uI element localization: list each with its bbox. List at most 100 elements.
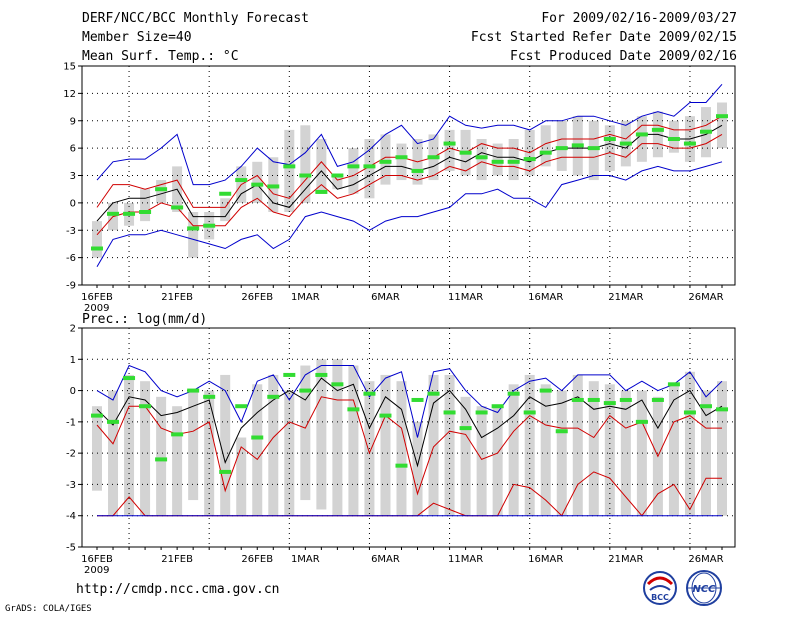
spread-box (364, 139, 375, 199)
spread-box (556, 120, 567, 171)
member-marker (651, 397, 664, 402)
spread-box (220, 374, 231, 516)
y-tick-label: 9 (70, 116, 76, 127)
x-year-label: 2009 (84, 565, 109, 576)
member-marker (571, 143, 584, 148)
member-marker (507, 391, 520, 396)
x-tick-label: 6MAR (371, 554, 400, 565)
spread-box (540, 384, 551, 516)
footer-url: http://cmdp.ncc.cma.gov.cn (76, 582, 280, 597)
variable-label: Mean Surf. Temp.: °C (82, 49, 239, 64)
spread-box (636, 390, 647, 516)
spread-box (492, 143, 503, 176)
member-marker (187, 388, 200, 393)
member-marker (315, 372, 328, 377)
spread-box (284, 129, 295, 212)
member-marker (459, 150, 472, 155)
y-tick-label: -6 (66, 253, 76, 264)
spread-box (508, 384, 519, 516)
member-marker (363, 391, 376, 396)
refer-date: Fcst Started Refer Date 2009/02/15 (470, 30, 737, 45)
member-size-label: Member Size=40 (82, 30, 192, 45)
spread-box (476, 139, 487, 181)
member-marker (379, 159, 392, 164)
x-tick-label: 26FEB (241, 554, 273, 565)
spread-box (316, 359, 327, 510)
spread-box (412, 421, 423, 516)
spread-box (156, 180, 167, 203)
spread-box (492, 406, 503, 516)
member-marker (459, 426, 472, 431)
x-tick-label: 21MAR (608, 554, 643, 565)
member-marker (251, 435, 264, 440)
member-marker (219, 469, 232, 474)
y-tick-label: 0 (70, 386, 76, 397)
spread-box (508, 139, 519, 181)
mean-plus-spread-line (96, 115, 723, 208)
member-marker (523, 157, 536, 162)
member-marker (395, 155, 408, 160)
y-tick-label: -3 (66, 480, 76, 491)
member-marker (267, 394, 280, 399)
member-marker (427, 155, 440, 160)
spread-box (620, 390, 631, 516)
spread-box (444, 129, 455, 171)
ncc-logo-text: NCC (692, 584, 716, 595)
x-tick-label: 26MAR (688, 554, 723, 565)
member-marker (315, 189, 328, 194)
spread-box (140, 189, 151, 222)
member-marker (187, 226, 200, 231)
member-marker (203, 223, 216, 228)
member-marker (203, 394, 216, 399)
member-marker (587, 146, 600, 151)
x-tick-label: 16FEB (81, 554, 113, 565)
member-marker (571, 397, 584, 402)
member-marker (299, 173, 312, 178)
spread-box (588, 381, 599, 516)
member-marker (283, 164, 296, 169)
member-marker (331, 173, 344, 178)
y-tick-label: 1 (70, 355, 76, 366)
member-marker (555, 146, 568, 151)
spread-box (668, 384, 679, 516)
y-tick-label: -4 (66, 511, 76, 522)
y-tick-label: -1 (66, 417, 76, 428)
spread-box (540, 125, 551, 167)
member-marker (235, 404, 248, 409)
member-marker (699, 129, 712, 134)
spread-box (140, 381, 151, 516)
spread-box (268, 374, 279, 516)
spread-box (700, 390, 711, 516)
member-marker (716, 407, 728, 412)
member-marker (91, 246, 103, 251)
member-marker (171, 432, 184, 437)
member-marker (635, 419, 648, 424)
member-marker (427, 391, 440, 396)
member-marker (235, 178, 248, 183)
spread-box (252, 384, 263, 516)
x-tick-label: 1MAR (291, 292, 320, 303)
grads-credit: GrADS: COLA/IGES (5, 604, 92, 614)
chart-title: DERF/NCC/BCC Monthly Forecast (82, 11, 309, 26)
member-marker (539, 150, 552, 155)
x-tick-label: 16FEB (81, 292, 113, 303)
member-marker (587, 397, 600, 402)
spread-box (108, 390, 119, 516)
x-tick-label: 21FEB (161, 554, 193, 565)
y-tick-label: 0 (70, 198, 76, 209)
y-tick-label: 2 (70, 324, 76, 335)
member-marker (683, 410, 696, 415)
member-marker (651, 127, 664, 132)
member-marker (107, 211, 120, 216)
spread-box (604, 125, 615, 171)
member-marker (603, 401, 616, 406)
y-tick-label: -5 (66, 543, 76, 554)
member-marker (507, 159, 520, 164)
spread-box (300, 125, 311, 203)
spread-box (380, 374, 391, 516)
y-tick-label: -9 (66, 281, 76, 292)
upper-red-line (96, 396, 722, 496)
spread-box (396, 143, 407, 181)
member-marker (411, 168, 424, 173)
spread-box (124, 374, 135, 516)
